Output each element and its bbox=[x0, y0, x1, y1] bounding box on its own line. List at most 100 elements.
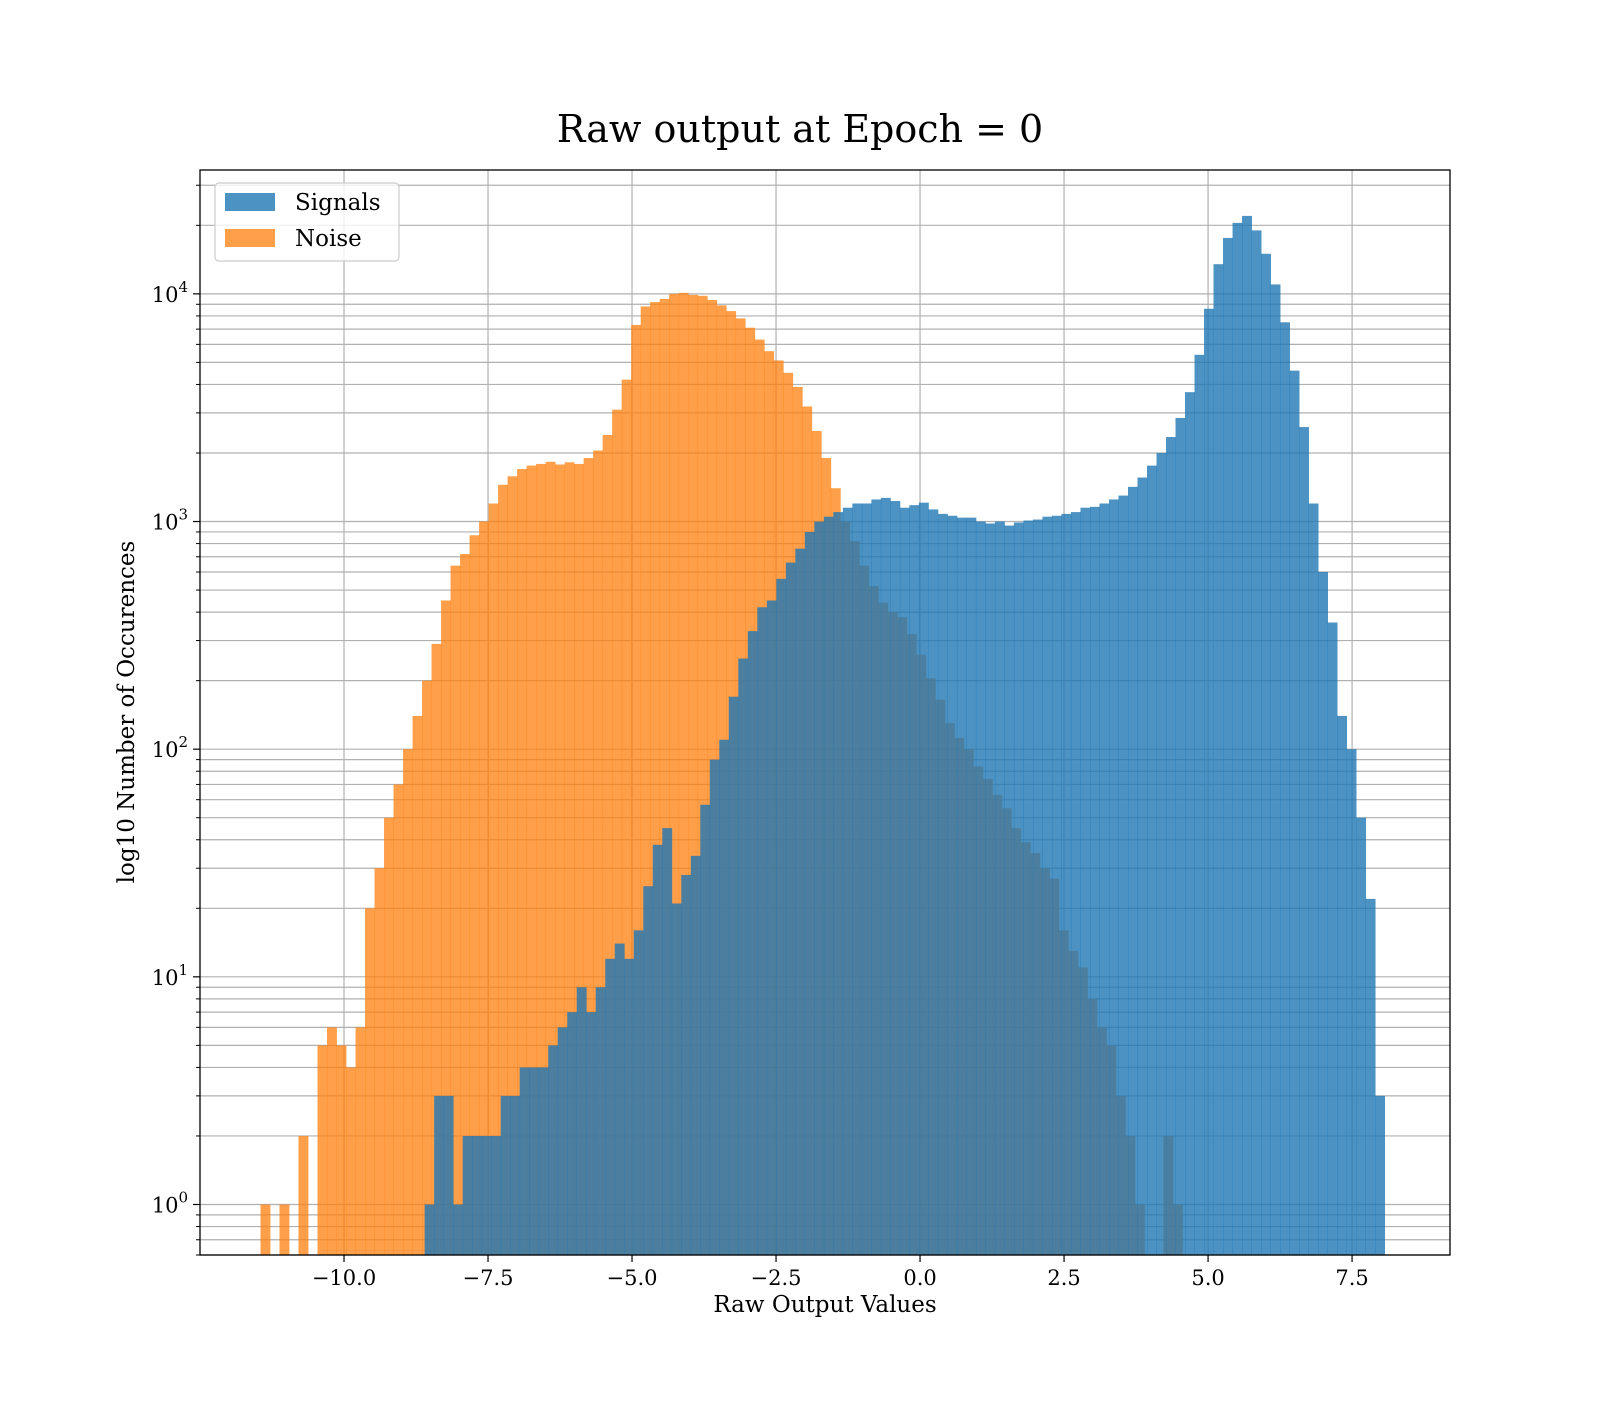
bar-signals bbox=[795, 548, 806, 1255]
bar-noise bbox=[650, 302, 661, 1255]
bar-signals bbox=[814, 521, 825, 1255]
x-tick-label: 0.0 bbox=[903, 1266, 936, 1290]
bar-noise bbox=[612, 409, 623, 1255]
bar-signals bbox=[909, 505, 920, 1255]
bar-signals bbox=[1318, 572, 1328, 1255]
bar-noise bbox=[688, 294, 699, 1255]
bar-signals bbox=[671, 903, 682, 1255]
bar-signals bbox=[1070, 512, 1081, 1255]
bar-noise bbox=[631, 324, 642, 1256]
bar-signals bbox=[709, 759, 720, 1255]
y-tick-label: 101 bbox=[152, 961, 188, 990]
legend-swatch-signals bbox=[225, 193, 275, 211]
bar-noise bbox=[593, 450, 604, 1256]
bar-signals bbox=[681, 875, 692, 1255]
bar-signals bbox=[472, 1135, 483, 1255]
bar-signals bbox=[776, 578, 787, 1255]
bar-signals bbox=[424, 1204, 435, 1255]
bar-noise bbox=[583, 458, 594, 1255]
bar-signals bbox=[481, 1135, 492, 1255]
bar-signals bbox=[1147, 465, 1157, 1255]
bar-noise bbox=[507, 476, 518, 1255]
bar-signals bbox=[804, 531, 815, 1255]
legend-label-noise: Noise bbox=[295, 226, 362, 252]
bar-signals bbox=[1375, 1095, 1386, 1255]
bar-signals bbox=[861, 503, 872, 1255]
legend-swatch-noise bbox=[225, 229, 275, 247]
bar-signals bbox=[643, 886, 654, 1255]
legend-label-signals: Signals bbox=[295, 190, 381, 216]
x-axis-label: Raw Output Values bbox=[713, 1292, 936, 1318]
bar-signals bbox=[690, 855, 701, 1255]
bar-signals bbox=[985, 523, 996, 1255]
bar-signals bbox=[719, 739, 730, 1255]
bar-noise bbox=[441, 600, 451, 1255]
bar-signals bbox=[1346, 749, 1357, 1255]
bar-noise bbox=[431, 643, 442, 1255]
bar-signals bbox=[548, 1045, 559, 1255]
bar-signals bbox=[890, 501, 901, 1255]
bar-signals bbox=[462, 1135, 473, 1255]
y-tick-label: 102 bbox=[152, 733, 188, 762]
bar-noise bbox=[355, 1027, 366, 1255]
bar-signals bbox=[1308, 503, 1319, 1255]
bar-noise bbox=[450, 565, 461, 1255]
bar-signals bbox=[500, 1095, 511, 1255]
bar-noise bbox=[412, 715, 423, 1255]
bar-signals bbox=[1004, 525, 1015, 1255]
bar-signals bbox=[1051, 515, 1062, 1255]
bar-noise bbox=[469, 535, 480, 1255]
y-tick-label: 100 bbox=[152, 1188, 188, 1217]
bar-signals bbox=[614, 943, 625, 1255]
bar-signals bbox=[1356, 817, 1367, 1255]
bar-noise bbox=[317, 1045, 328, 1255]
chart-title: Raw output at Epoch = 0 bbox=[557, 107, 1043, 151]
bar-signals bbox=[529, 1067, 540, 1255]
bar-signals bbox=[662, 828, 673, 1255]
x-tick-label: 7.5 bbox=[1335, 1266, 1368, 1290]
bar-signals bbox=[1299, 427, 1309, 1255]
bar-signals bbox=[633, 930, 644, 1255]
bar-signals bbox=[557, 1027, 568, 1255]
bar-signals bbox=[510, 1095, 521, 1255]
bars bbox=[260, 215, 1386, 1256]
bar-noise bbox=[564, 462, 575, 1255]
bar-noise bbox=[697, 295, 708, 1255]
bar-signals bbox=[1127, 486, 1138, 1255]
bar-signals bbox=[1080, 507, 1091, 1255]
bar-signals bbox=[928, 509, 939, 1255]
bar-noise bbox=[526, 465, 537, 1255]
bar-signals bbox=[1365, 898, 1376, 1255]
x-tick-label: −5.0 bbox=[607, 1266, 658, 1290]
bar-noise bbox=[536, 463, 547, 1255]
bar-signals bbox=[738, 658, 749, 1255]
bar-noise bbox=[384, 817, 394, 1255]
bar-noise bbox=[659, 298, 670, 1255]
bar-signals bbox=[1232, 222, 1243, 1256]
bar-noise bbox=[574, 463, 585, 1255]
bar-signals bbox=[1042, 516, 1053, 1255]
bar-noise bbox=[327, 1027, 337, 1255]
series-signals bbox=[424, 215, 1386, 1256]
bar-noise bbox=[555, 464, 566, 1255]
bar-noise bbox=[498, 484, 509, 1256]
bar-noise bbox=[460, 553, 470, 1255]
bar-signals bbox=[586, 1012, 597, 1255]
x-tick-label: 2.5 bbox=[1047, 1266, 1080, 1290]
x-tick-label: −10.0 bbox=[312, 1266, 376, 1290]
bar-signals bbox=[833, 512, 844, 1255]
bar-signals bbox=[852, 503, 863, 1255]
bar-noise bbox=[517, 469, 528, 1255]
bar-noise bbox=[365, 908, 375, 1255]
bar-signals bbox=[1223, 237, 1233, 1256]
bar-noise bbox=[346, 1067, 356, 1255]
x-tick-label: −2.5 bbox=[751, 1266, 802, 1290]
bar-signals bbox=[975, 521, 986, 1255]
y-axis-ticks: 100 101 102 103 104 bbox=[152, 184, 200, 1256]
bar-signals bbox=[1108, 499, 1119, 1255]
bar-signals bbox=[899, 507, 910, 1255]
bar-signals bbox=[1270, 284, 1281, 1255]
bar-signals bbox=[728, 696, 739, 1255]
bar-noise bbox=[403, 749, 413, 1255]
